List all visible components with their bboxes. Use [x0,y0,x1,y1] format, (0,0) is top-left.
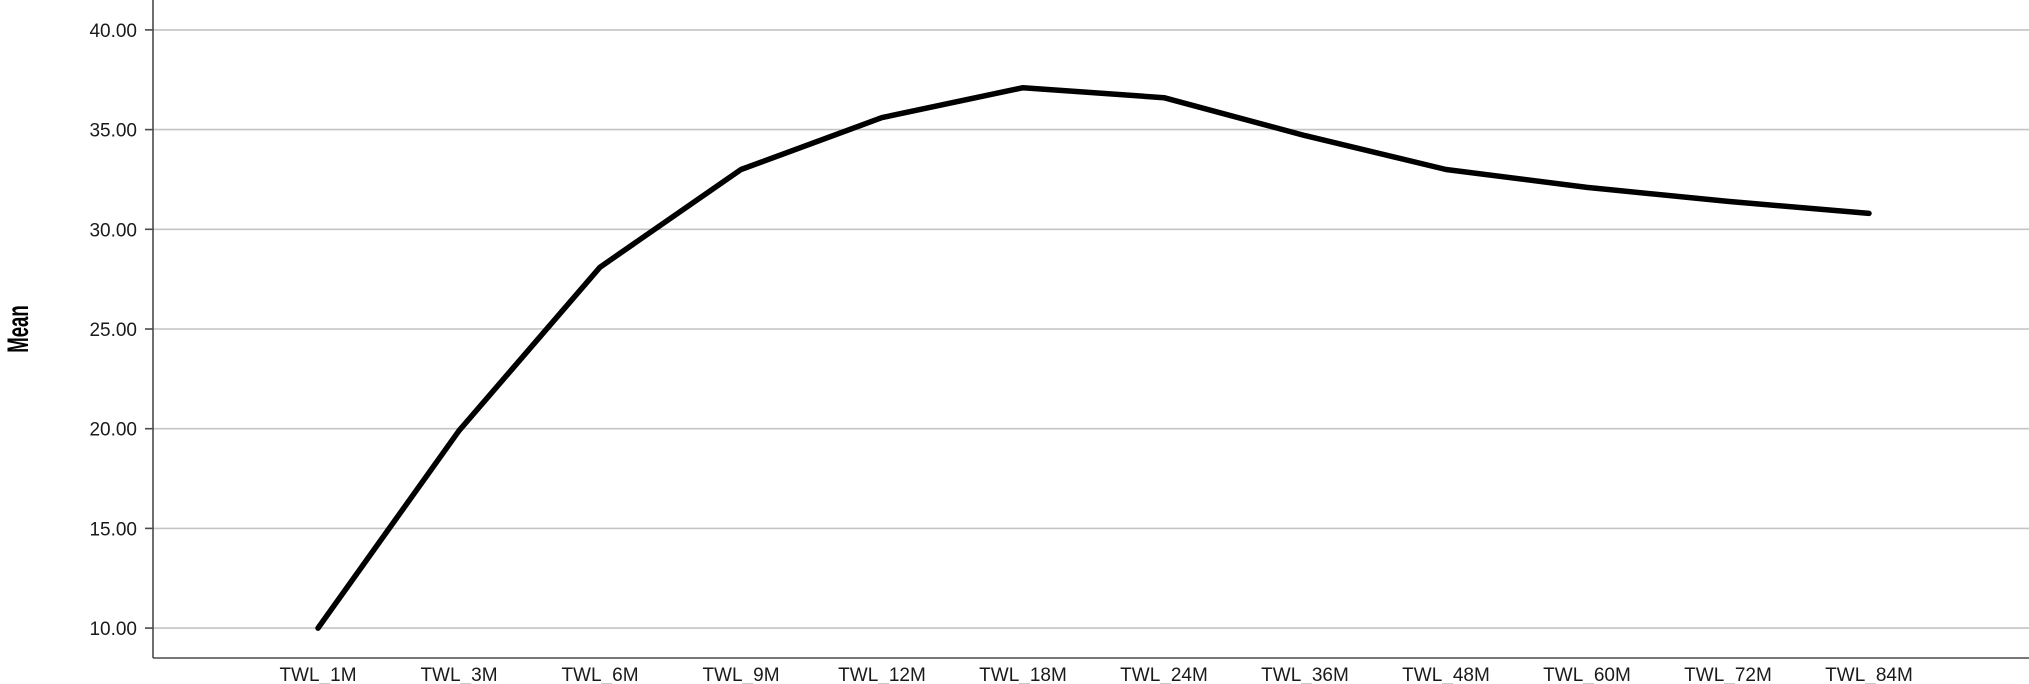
x-tick-label: TWL_3M [420,665,497,684]
y-tick-label: 15.00 [89,519,137,540]
y-tick-labels: 10.00 15.00 20.00 25.00 30.00 35.00 40.00 [89,21,153,640]
x-tick-label: TWL_9M [702,665,779,684]
y-tick-label: 30.00 [89,220,137,241]
y-tick-label: 25.00 [89,320,137,341]
y-tick-label: 10.00 [89,619,137,640]
x-tick-label: TWL_36M [1261,665,1349,684]
x-tick-label: TWL_18M [979,665,1067,684]
x-tick-label: TWL_24M [1120,665,1208,684]
x-tick-label: TWL_84M [1825,665,1913,684]
series-line [315,84,1872,631]
y-tick-label: 40.00 [89,21,137,42]
x-tick-label: TWL_60M [1543,665,1631,684]
x-tick-label: TWL_6M [561,665,638,684]
gridlines [153,29,2029,629]
y-tick-label: 20.00 [89,420,137,441]
y-axis-label: Mean [2,305,36,353]
x-tick-label: TWL_1M [279,665,356,684]
x-tick-label: TWL_72M [1684,665,1772,684]
x-tick-label: TWL_12M [838,665,926,684]
x-tick-labels: TWL_1M TWL_3M TWL_6M TWL_9M TWL_12M TWL_18M TW… [279,665,1912,684]
y-tick-label: 35.00 [89,121,137,142]
series [315,84,1872,631]
x-tick-label: TWL_48M [1402,665,1490,684]
